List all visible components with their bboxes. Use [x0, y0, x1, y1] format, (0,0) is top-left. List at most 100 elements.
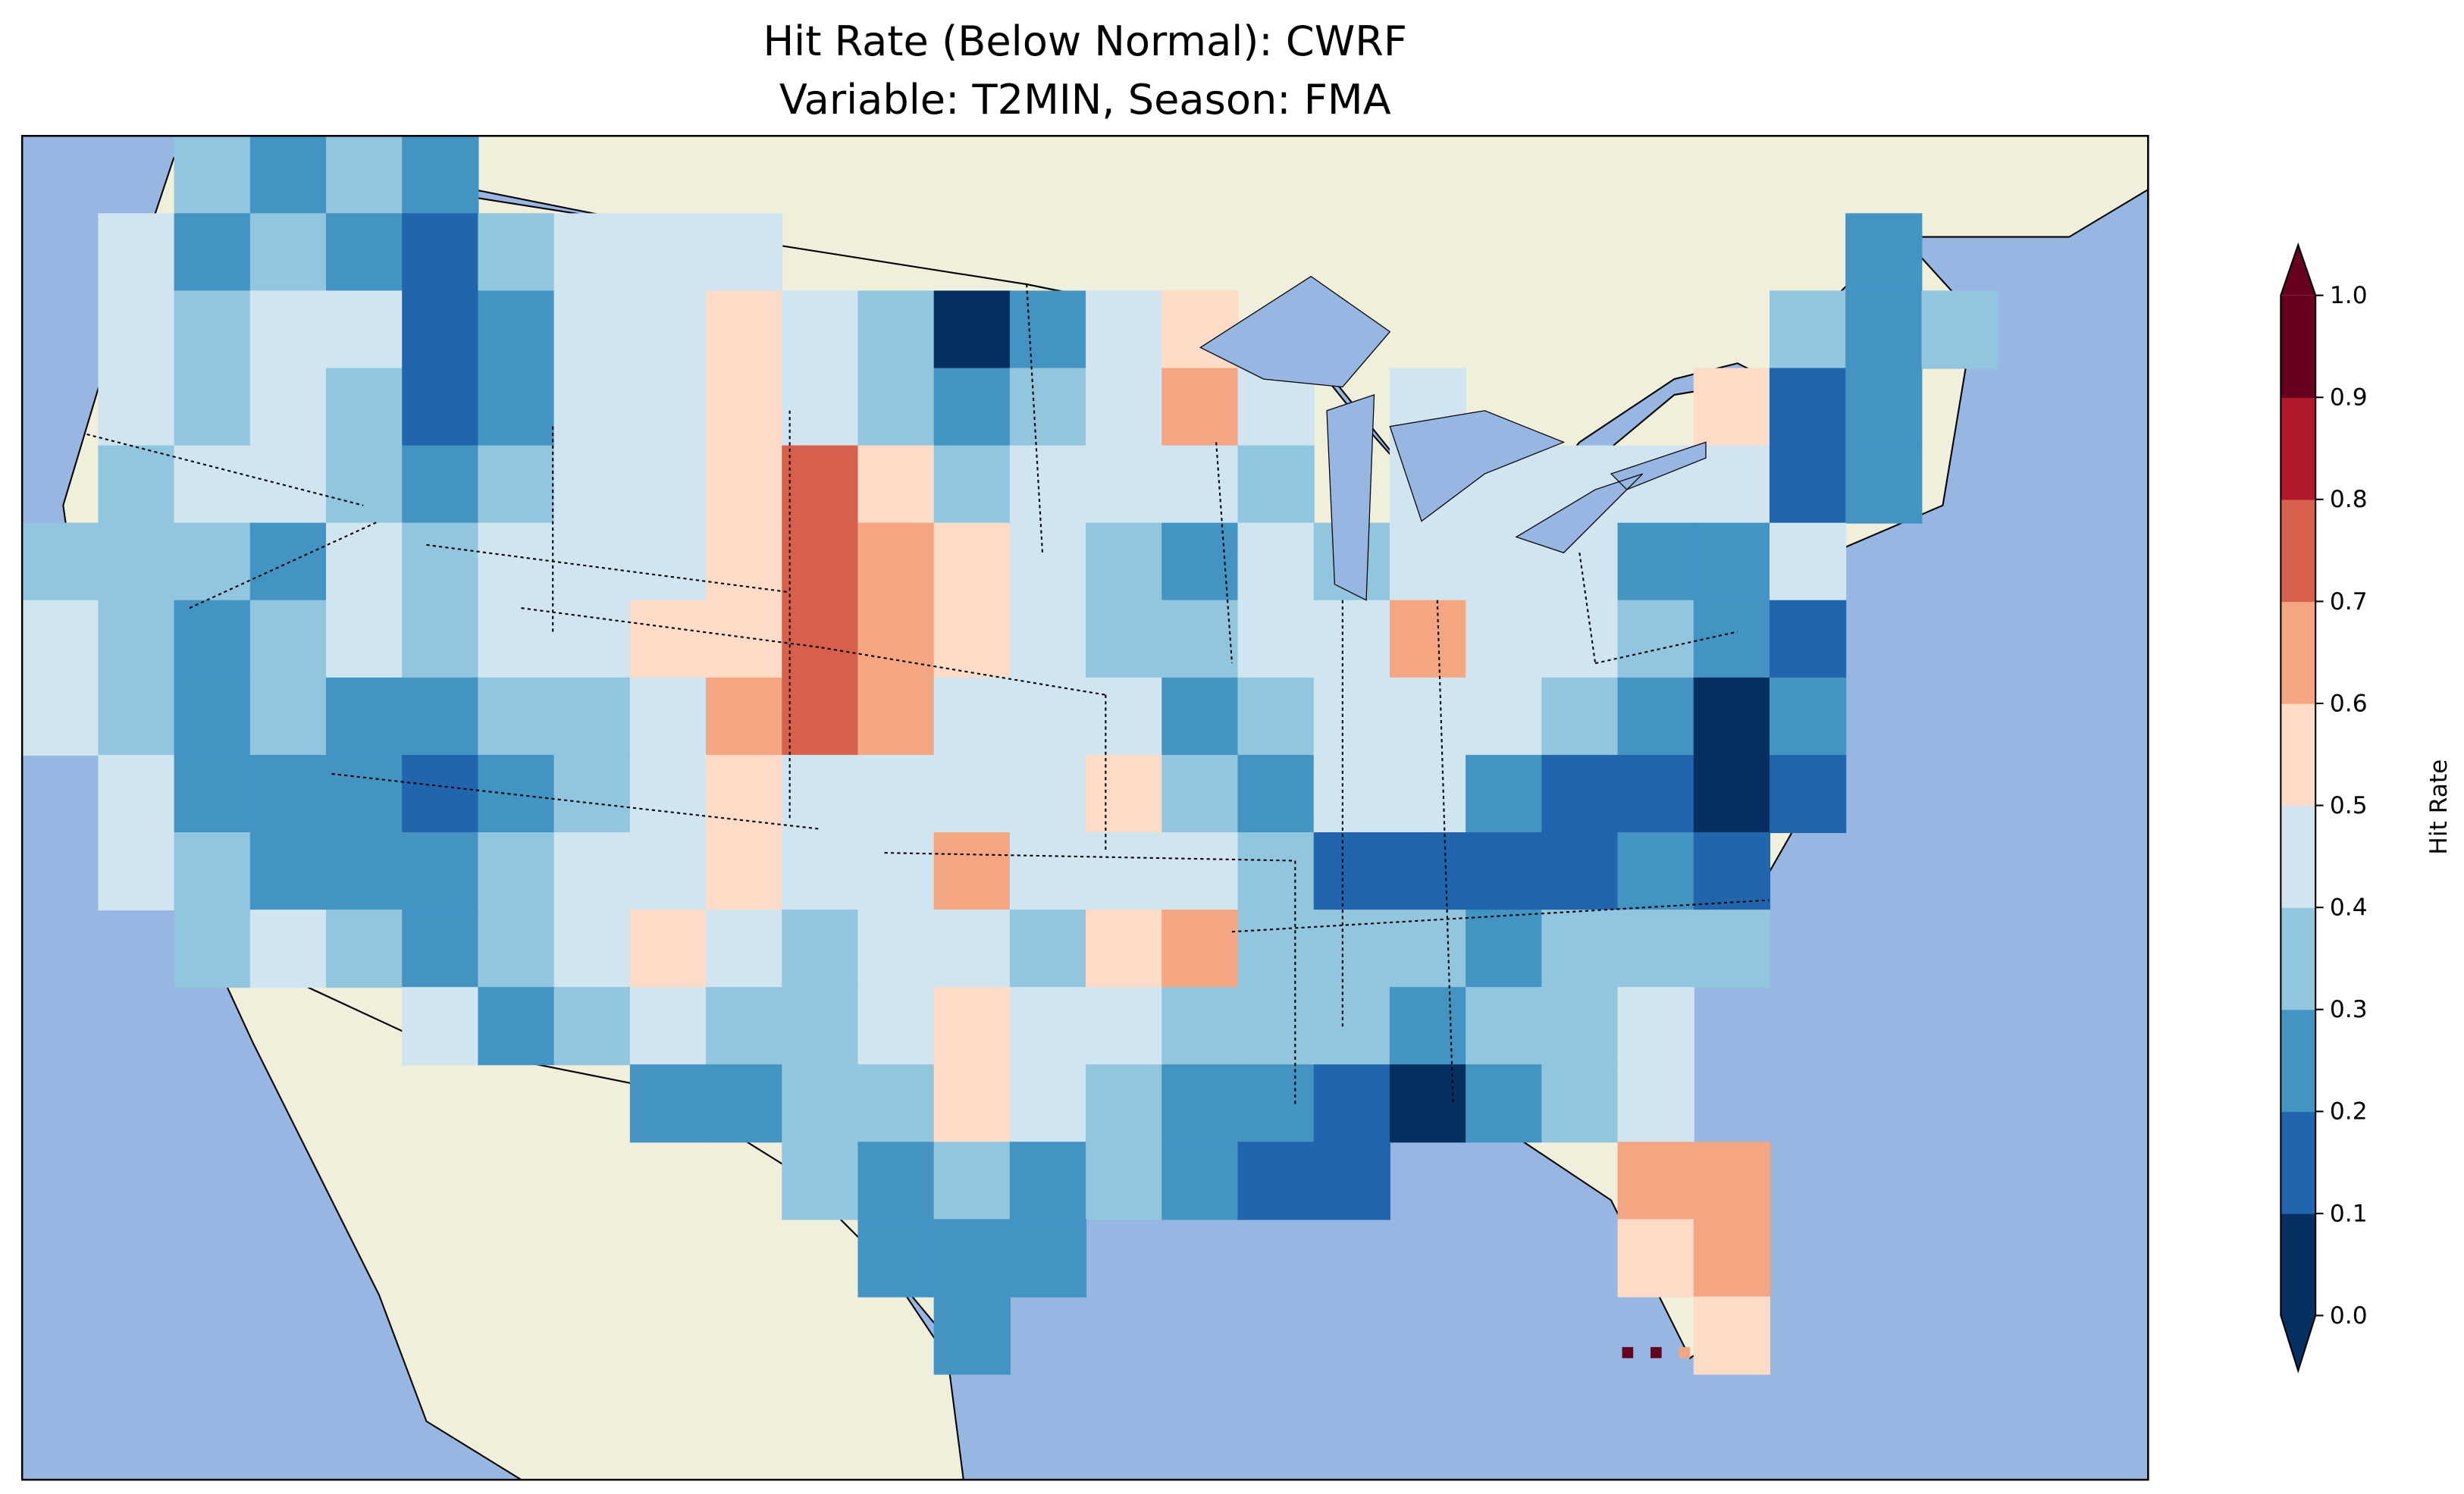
colorbar-tick-label: 0.5 — [2330, 792, 2368, 819]
grid-cell — [326, 136, 403, 215]
state-borders — [86, 284, 1770, 1106]
grid-cell — [1769, 445, 1847, 524]
grid-cell — [98, 445, 175, 524]
grid-cell — [402, 368, 479, 446]
grid-cell — [98, 832, 175, 911]
grid-cell — [1845, 213, 1923, 292]
grid-cell — [629, 445, 707, 524]
grid-cell — [1466, 1064, 1543, 1143]
map-area — [22, 136, 2149, 1480]
grid-cell — [629, 910, 707, 988]
grid-cell — [706, 677, 783, 756]
grid-cell — [174, 677, 251, 756]
grid-cell — [782, 600, 859, 678]
grid-cell — [1769, 368, 1847, 446]
colorbar-segment — [2281, 805, 2316, 908]
grid-cell — [1466, 754, 1543, 834]
grid-cell — [629, 368, 707, 446]
grid-cell — [1161, 1142, 1239, 1220]
grid-cell — [629, 832, 707, 911]
grid-cell — [478, 213, 555, 292]
grid-cell — [1617, 1064, 1694, 1143]
grid-cell — [1389, 754, 1467, 834]
grid-cell — [1313, 677, 1390, 756]
grid-cell — [402, 213, 479, 292]
grid-cell — [1466, 987, 1543, 1066]
grid-cell — [1541, 677, 1619, 756]
grid-cell — [933, 1142, 1011, 1220]
grid-cell — [1693, 368, 1770, 446]
grid-cell — [1617, 522, 1694, 601]
grid-cell — [1617, 754, 1694, 834]
grid-cell — [478, 832, 555, 911]
colorbar-segment — [2281, 1111, 2316, 1214]
grid-cell — [1769, 754, 1847, 834]
grid-cell — [933, 445, 1011, 524]
grid-cell — [326, 677, 403, 756]
grid-cell — [402, 522, 479, 601]
grid-cell — [933, 754, 1011, 834]
grid-cell — [1617, 1219, 1694, 1298]
colorbar-tick-label: 0.8 — [2330, 486, 2368, 513]
grid-cell — [1313, 754, 1390, 834]
grid-cell — [1313, 600, 1390, 678]
grid-cell — [782, 987, 859, 1066]
colorbar: 0.0 0.1 0.2 0.3 0.4 0.5 0.6 0.7 0.8 0.9 1.0 — [2280, 242, 2368, 1373]
grid-cell — [1693, 1142, 1770, 1220]
grid-cell — [1009, 1064, 1087, 1143]
grid-cell — [402, 910, 479, 988]
grid-cell — [1237, 600, 1315, 678]
grid-cell — [706, 832, 783, 911]
grid-cell — [1313, 832, 1390, 911]
grid-cell — [857, 832, 935, 911]
grid-cell — [706, 910, 783, 988]
grid-cell — [1679, 1347, 1691, 1358]
grid-cell — [1617, 600, 1694, 678]
grid-cell — [933, 290, 1011, 369]
colorbar-segment — [2281, 601, 2316, 704]
grid-cell — [478, 677, 555, 756]
grid-cell — [249, 677, 328, 756]
grid-cell — [402, 754, 479, 834]
grid-cell — [98, 677, 175, 756]
grid-cell — [1466, 677, 1543, 756]
grid-cell — [1313, 1064, 1390, 1143]
grid-cell — [1237, 910, 1315, 988]
grid-cell — [249, 136, 328, 215]
grid-cell — [629, 600, 707, 678]
grid-cell — [1086, 1064, 1163, 1143]
grid-cell — [1237, 677, 1315, 756]
grid-cell — [1086, 445, 1163, 524]
colorbar-segment — [2281, 1213, 2316, 1317]
grid-cell — [857, 368, 935, 446]
grid-cell — [326, 754, 403, 834]
grid-cell — [1237, 522, 1315, 601]
grid-cell — [98, 754, 175, 834]
grid-cell — [857, 1142, 935, 1220]
grid-cell — [1617, 677, 1694, 756]
grid-cell — [1769, 522, 1847, 601]
grid-cell — [1009, 832, 1087, 911]
colorbar-tick-label: 1.0 — [2330, 282, 2368, 309]
grid-cell — [1622, 1347, 1634, 1358]
grid-cell — [249, 213, 328, 292]
grid-cell — [22, 522, 99, 601]
grid-cell — [782, 677, 859, 756]
grid-cell — [402, 600, 479, 678]
colorbar-segment — [2281, 907, 2316, 1010]
grid-cell — [553, 910, 631, 988]
grid-cell — [629, 522, 707, 601]
grid-cell — [1541, 832, 1619, 911]
grid-cell — [1009, 677, 1087, 756]
colorbar-tick-label: 0.9 — [2330, 384, 2368, 412]
grid-cell — [1769, 290, 1847, 369]
grid-cell — [402, 987, 479, 1066]
grid-cell — [933, 910, 1011, 988]
grid-cell — [249, 754, 328, 834]
great-lakes — [1199, 275, 1707, 601]
grid-cell — [1161, 832, 1239, 911]
colorbar-segment — [2281, 499, 2316, 603]
grid-cell — [249, 910, 328, 988]
colorbar-segment — [2281, 703, 2316, 807]
